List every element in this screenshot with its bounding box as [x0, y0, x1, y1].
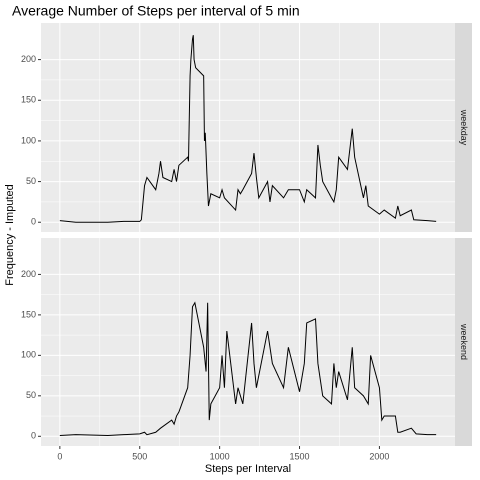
facet-label: weekend [459, 323, 469, 360]
x-tick-label: 0 [57, 451, 62, 461]
y-tick-label: 200 [21, 54, 36, 64]
y-tick-label: 150 [21, 95, 36, 105]
line [59, 301, 437, 436]
x-tick-label: 500 [132, 451, 147, 461]
y-tick-label: 0 [31, 431, 36, 441]
y-tick-label: 0 [31, 217, 36, 227]
y-tick-label: 100 [21, 350, 36, 360]
x-tick-label: 1000 [210, 451, 230, 461]
facet-strip [455, 238, 472, 446]
x-axis-label: Steps per Interval [205, 463, 291, 475]
chart-title: Average Number of Steps per interval of … [12, 3, 300, 19]
y-tick-label: 50 [26, 390, 36, 400]
x-tick-label: 2000 [369, 451, 389, 461]
y-axis-label: Frequency - Imputed [4, 184, 16, 286]
y-tick-label: 50 [26, 176, 36, 186]
facet-strip [455, 23, 472, 232]
panel-background [41, 238, 455, 446]
y-tick-label: 100 [21, 135, 36, 145]
facet-label: weekday [459, 109, 469, 146]
y-tick-label: 200 [21, 269, 36, 279]
x-tick-label: 1500 [290, 451, 310, 461]
panel-background [41, 23, 455, 232]
line [59, 35, 437, 223]
y-tick-label: 150 [21, 309, 36, 319]
